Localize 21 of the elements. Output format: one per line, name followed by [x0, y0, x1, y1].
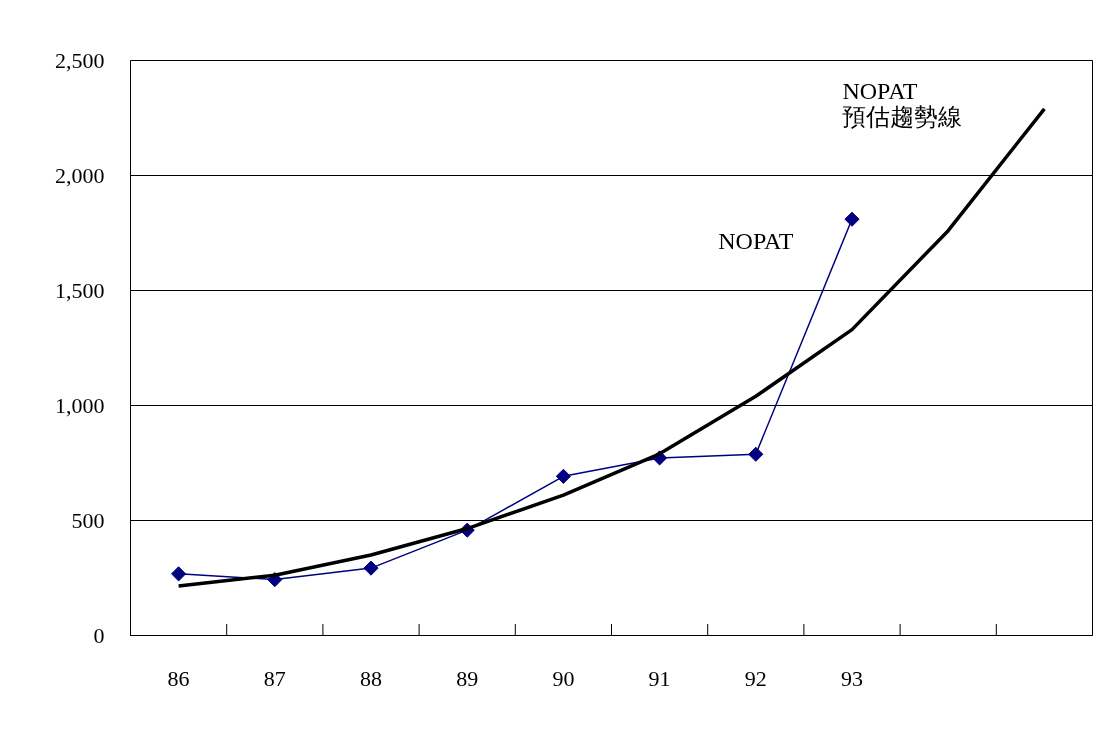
y-tick-label: 500	[71, 507, 105, 533]
point	[171, 566, 187, 582]
y-tick-label: 1,500	[55, 277, 105, 303]
x-tick-label: 88	[360, 665, 382, 691]
text: NOPAT 預估趨勢線	[842, 78, 963, 130]
point	[363, 560, 379, 576]
series-label: NOPAT	[718, 227, 794, 254]
x-tick-label: 92	[744, 665, 767, 691]
y-tick-label: 2,000	[55, 162, 105, 188]
x-tick-label: 93	[841, 665, 863, 691]
x-tick-label: 91	[648, 665, 671, 691]
x-tick-label: 89	[456, 665, 479, 691]
y-tick-label: 1,000	[55, 392, 105, 418]
point	[844, 211, 860, 227]
point	[748, 446, 764, 462]
x-tick-label: 87	[263, 665, 286, 691]
x-tick-label: 90	[552, 665, 575, 691]
x-tick-label: 86	[167, 665, 190, 691]
y-tick-label: 0	[93, 622, 105, 648]
point	[555, 468, 571, 484]
y-tick-label: 2,500	[55, 47, 105, 73]
